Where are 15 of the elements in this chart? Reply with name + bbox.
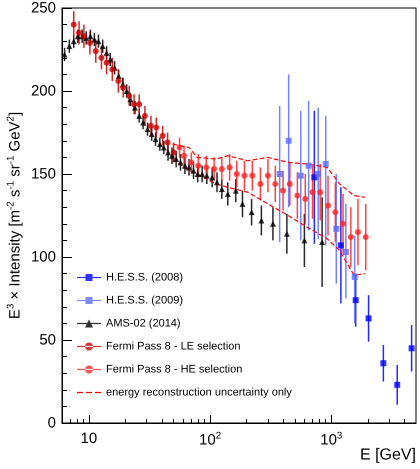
- legend-label: Fermi Pass 8 - LE selection: [106, 340, 240, 352]
- legend-label: AMS-02 (2014): [106, 318, 181, 330]
- text: E3 × Intensity [m-2 s-1 sr-1 GeV2]: [5, 112, 24, 320]
- legend-label: H.E.S.S. (2008): [106, 272, 184, 284]
- y-tick-label: 50: [39, 332, 56, 348]
- legend-label: Fermi Pass 8 - HE selection: [106, 364, 242, 376]
- y-tick-label: 250: [30, 0, 56, 16]
- x-axis-title: E [GeV]: [360, 446, 416, 464]
- x-tick-label: 10: [80, 430, 98, 447]
- y-tick-label: 100: [30, 248, 56, 266]
- y-tick-label: 150: [30, 166, 56, 182]
- y-tick-label: 0: [48, 414, 56, 432]
- legend-label: H.E.S.S. (2009): [106, 294, 184, 306]
- legend-label: energy reconstruction uncertainty only: [106, 386, 292, 398]
- y-tick-label: 200: [30, 82, 56, 100]
